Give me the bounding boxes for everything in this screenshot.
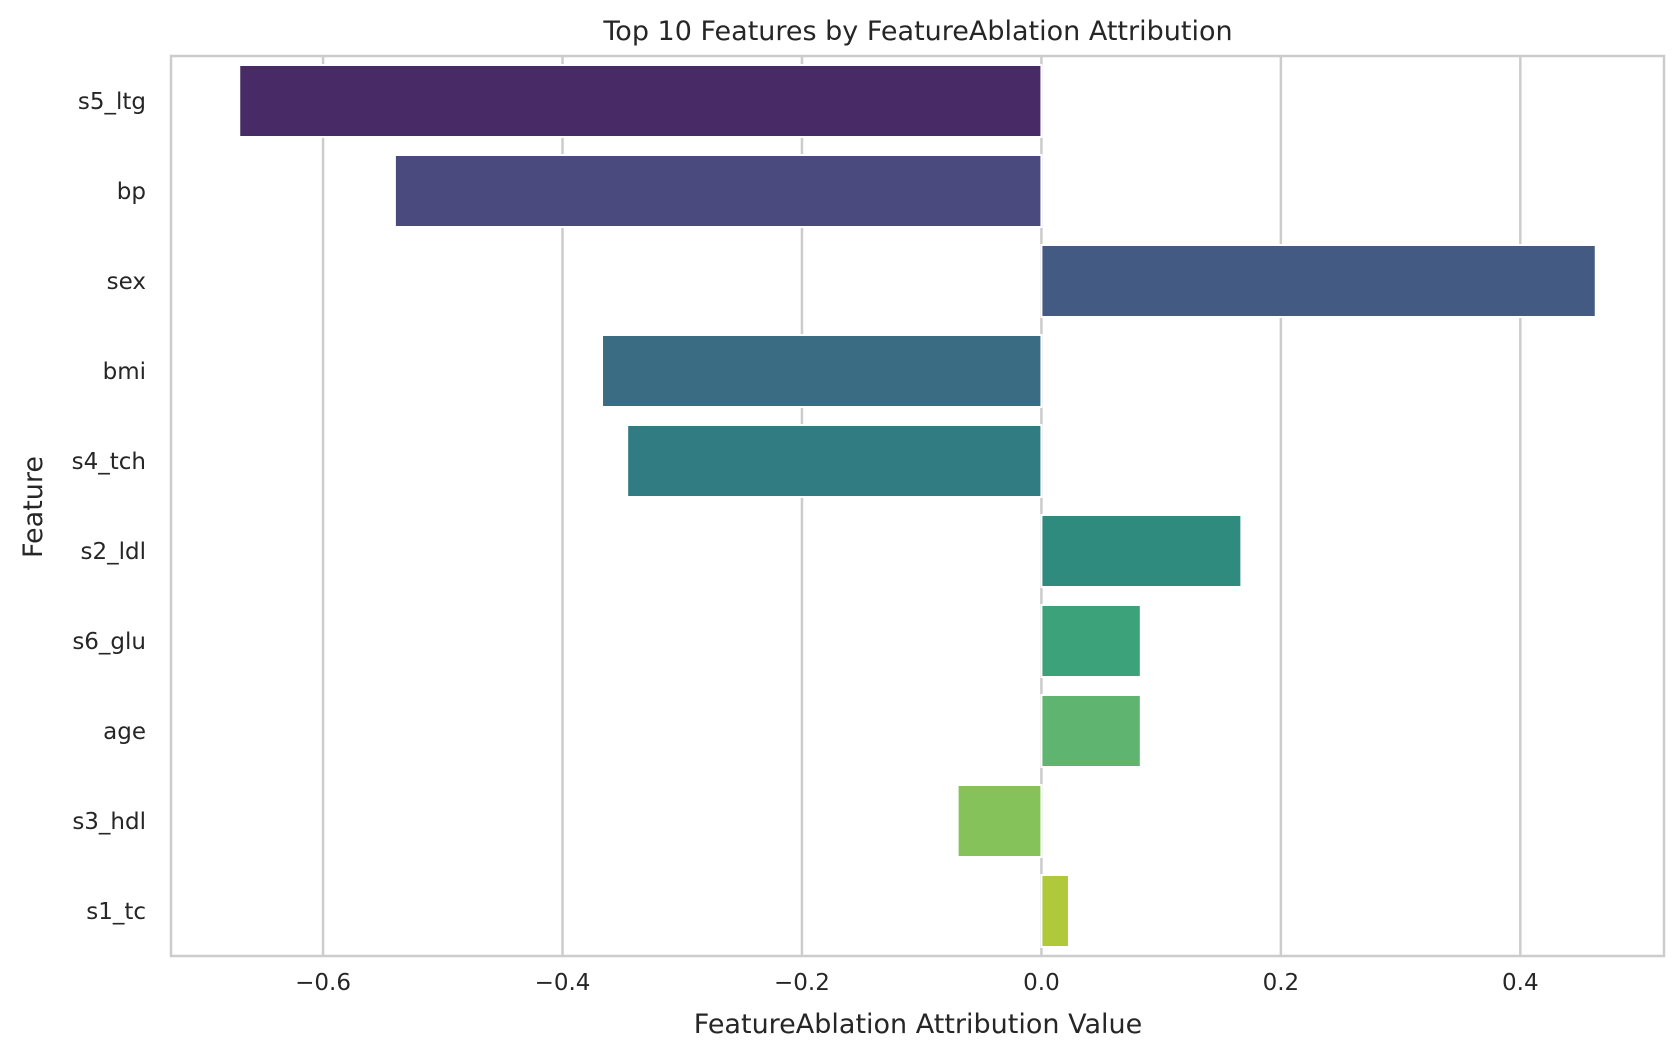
y-tick-label: sex	[107, 269, 146, 295]
x-tick-labels: −0.6 −0.4 −0.2 0.0 0.2 0.4	[295, 970, 1538, 996]
y-tick-label: s5_ltg	[78, 89, 146, 115]
bar-s1_tc	[1040, 874, 1070, 948]
chart-title: Top 10 Features by FeatureAblation Attri…	[602, 16, 1232, 47]
y-tick-label: age	[103, 719, 146, 745]
y-tick-label: s4_tch	[72, 449, 146, 475]
x-tick-label: 0.4	[1502, 970, 1539, 996]
y-tick-label: bp	[117, 179, 146, 205]
x-tick-label: −0.6	[295, 970, 351, 996]
y-axis-label: Feature	[18, 456, 49, 558]
x-tick-label: 0.0	[1023, 970, 1060, 996]
bar-bp	[393, 154, 1043, 228]
bar-s4_tch	[626, 424, 1043, 498]
bar-age	[1040, 694, 1142, 768]
y-tick-label: s2_ldl	[81, 539, 147, 565]
y-tick-label: s1_tc	[86, 899, 146, 925]
bar-sex	[1040, 244, 1597, 318]
x-axis-label: FeatureAblation Attribution Value	[694, 1009, 1142, 1040]
x-tick-label: 0.2	[1263, 970, 1300, 996]
bar-bmi	[601, 334, 1043, 408]
bar-s5_ltg	[238, 64, 1043, 138]
x-tick-label: −0.2	[774, 970, 830, 996]
bar-s3_hdl	[956, 784, 1043, 858]
y-tick-label: s3_hdl	[72, 809, 146, 835]
bar-s6_glu	[1040, 604, 1142, 678]
y-tick-label: bmi	[103, 359, 146, 385]
bar-s2_ldl	[1040, 514, 1243, 588]
y-tick-label: s6_glu	[72, 629, 146, 655]
bars	[238, 64, 1597, 948]
plot-frame	[169, 54, 1666, 958]
x-tick-label: −0.4	[535, 970, 591, 996]
